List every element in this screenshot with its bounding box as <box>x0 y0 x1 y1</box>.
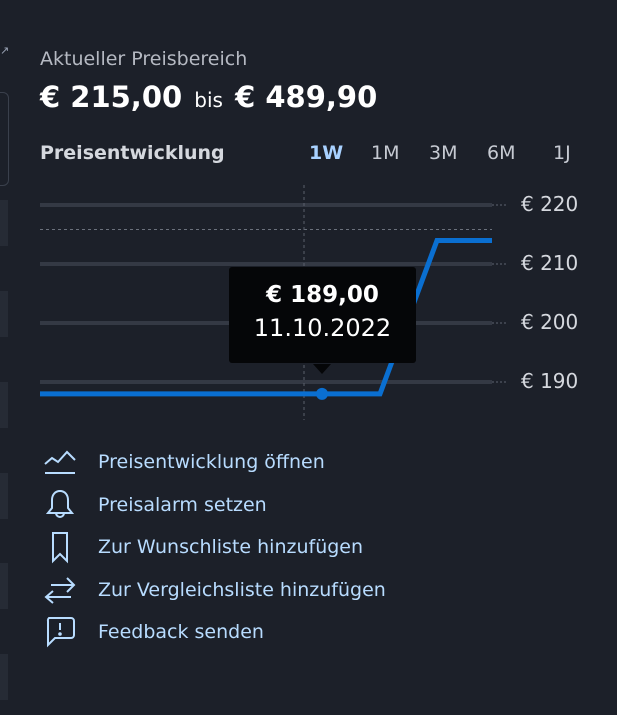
side-strip <box>0 563 8 609</box>
price-min: € 215,00 <box>40 80 183 114</box>
tooltip-arrow <box>313 364 331 374</box>
y-tick-label: € 220 <box>521 192 579 216</box>
tab-1w[interactable]: 1W <box>309 142 344 164</box>
feedback-icon <box>40 615 80 649</box>
side-strip <box>0 473 8 519</box>
side-panel-box <box>0 92 9 186</box>
action-label: Preisalarm setzen <box>98 493 267 516</box>
price-line <box>40 238 492 397</box>
price-separator: bis <box>194 88 223 112</box>
tab-3m[interactable]: 3M <box>429 142 458 164</box>
action-label: Preisentwicklung öffnen <box>98 451 325 474</box>
chart-tooltip: € 189,00 11.10.2022 <box>229 267 416 363</box>
tab-1m[interactable]: 1M <box>371 142 400 164</box>
highlight-point <box>316 387 328 400</box>
side-strip <box>0 654 8 700</box>
tooltip-date: 11.10.2022 <box>253 314 392 342</box>
side-strip <box>0 382 8 428</box>
action-label: Feedback senden <box>98 621 264 644</box>
side-strip <box>0 200 8 246</box>
price-range: € 215,00 bis € 489,90 <box>40 80 377 114</box>
y-tick-label: € 210 <box>521 251 579 275</box>
action-label: Zur Vergleichsliste hinzufügen <box>98 578 386 601</box>
tab-1j[interactable]: 1J <box>553 142 571 164</box>
price-chart[interactable] <box>0 0 617 430</box>
action-feedback[interactable]: Feedback senden <box>40 611 386 654</box>
compare-arrows-icon <box>40 573 80 607</box>
price-max: € 489,90 <box>235 80 378 114</box>
chart-line-icon <box>40 445 80 479</box>
action-label: Zur Wunschliste hinzufügen <box>98 536 364 559</box>
price-range-label: Aktueller Preisbereich <box>40 48 248 70</box>
action-compare[interactable]: Zur Vergleichsliste hinzufügen <box>40 569 386 612</box>
bookmark-icon <box>40 530 80 564</box>
external-link-icon[interactable]: ↗ <box>0 44 10 57</box>
action-price-alarm[interactable]: Preisalarm setzen <box>40 484 386 527</box>
history-title: Preisentwicklung <box>40 142 225 164</box>
side-strip <box>0 291 8 337</box>
action-open-history[interactable]: Preisentwicklung öffnen <box>40 441 386 484</box>
y-tick-label: € 190 <box>521 369 579 393</box>
action-wishlist[interactable]: Zur Wunschliste hinzufügen <box>40 526 386 569</box>
bell-icon <box>40 488 80 522</box>
action-list: Preisentwicklung öffnen Preisalarm setze… <box>40 441 386 654</box>
y-tick-label: € 200 <box>521 310 579 334</box>
tooltip-price: € 189,00 <box>266 282 379 308</box>
tab-6m[interactable]: 6M <box>487 142 516 164</box>
